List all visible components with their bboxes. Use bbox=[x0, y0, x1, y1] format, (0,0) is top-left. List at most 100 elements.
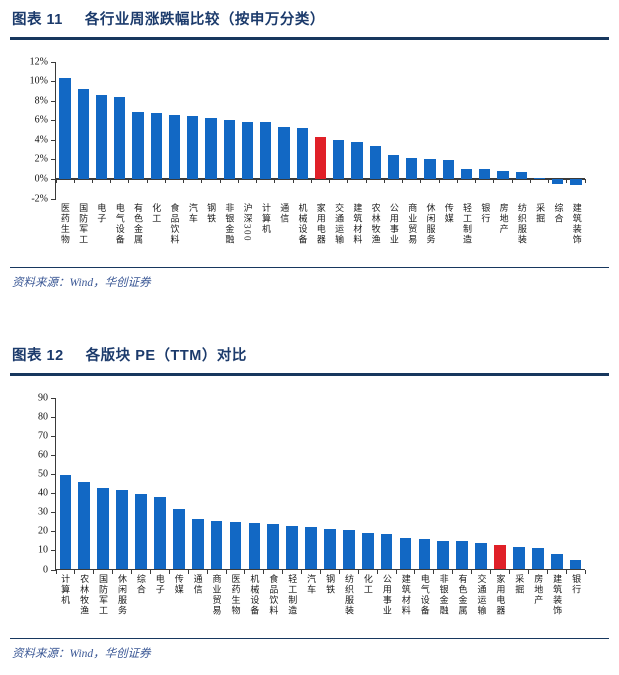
y-tick-mark bbox=[51, 550, 56, 552]
x-category-label: 休闲服务 bbox=[425, 202, 436, 245]
x-label-slot: 采掘 bbox=[530, 203, 548, 259]
x-tick-mark bbox=[55, 178, 57, 183]
x-tick-mark bbox=[146, 178, 148, 183]
x-category-label: 电子 bbox=[154, 573, 165, 595]
x-tick-mark bbox=[73, 178, 75, 183]
x-label-slot: 传媒 bbox=[439, 203, 457, 259]
x-category-label: 建筑材料 bbox=[400, 573, 411, 616]
report-page: 图表 11 各行业周涨跌幅比较（按申万分类） 12% 10% 8% 6% 4% 2% 0% -… bbox=[10, 12, 609, 660]
x-tick-mark bbox=[244, 569, 246, 574]
x-label-slot: 钢铁 bbox=[201, 203, 219, 259]
bar-化工 bbox=[150, 113, 162, 179]
y-tick-label: 30 bbox=[38, 506, 48, 518]
x-tick-mark bbox=[414, 569, 416, 574]
x-label-slot: 农林牧渔 bbox=[74, 574, 93, 630]
x-category-label: 医药生物 bbox=[59, 202, 70, 245]
x-label-slot: 交通运输 bbox=[329, 203, 347, 259]
bar-建筑装饰 bbox=[570, 178, 582, 186]
x-label-slot: 轻工制造 bbox=[457, 203, 475, 259]
bar-通信 bbox=[191, 519, 204, 570]
x-category-label: 家用电器 bbox=[315, 202, 326, 245]
y-tick-mark bbox=[51, 473, 56, 475]
y-tick-label: 0 bbox=[43, 564, 48, 575]
x-axis-labels: 医药生物 国防军工 电子 电气设备 有色金属 化工 食品饮料 汽车 钢铁 非银金融 沪深300 计算机… bbox=[55, 203, 585, 259]
bar-商业贸易 bbox=[406, 158, 418, 179]
bar-非银金融 bbox=[437, 540, 450, 570]
bar-家用电器 bbox=[494, 545, 506, 570]
title-rule bbox=[10, 373, 609, 376]
chart-pe-ttm: 90 80 70 60 50 40 30 20 10 0 bbox=[10, 392, 609, 575]
x-category-label: 食品饮料 bbox=[268, 573, 279, 616]
x-label-slot: 食品饮料 bbox=[165, 203, 183, 259]
x-category-label: 商业贸易 bbox=[407, 202, 418, 245]
y-tick-mark bbox=[51, 120, 56, 122]
bar-轻工制造 bbox=[460, 169, 473, 179]
x-category-label: 纺织服装 bbox=[516, 202, 527, 245]
x-label-slot: 非银金融 bbox=[220, 203, 238, 259]
y-tick-label: 20 bbox=[38, 525, 48, 537]
x-tick-mark bbox=[112, 569, 114, 574]
x-tick-mark bbox=[420, 178, 422, 183]
x-category-label: 综合 bbox=[135, 573, 146, 595]
x-category-label: 农林牧渔 bbox=[79, 573, 90, 616]
bar-电气设备 bbox=[418, 539, 431, 570]
bar-农林牧渔 bbox=[78, 481, 91, 570]
x-tick-mark bbox=[263, 569, 265, 574]
x-category-label: 国防军工 bbox=[78, 202, 89, 245]
x-tick-mark bbox=[55, 569, 57, 574]
bar-电气设备 bbox=[114, 96, 126, 179]
x-category-label: 建筑装饰 bbox=[552, 573, 563, 616]
source-line: 资料来源：Wind，华创证券 bbox=[12, 277, 151, 289]
x-tick-mark bbox=[433, 569, 435, 574]
figure-12-label: 图表 12 bbox=[12, 348, 64, 364]
x-tick-mark bbox=[219, 178, 221, 183]
x-category-label: 采掘 bbox=[535, 202, 546, 224]
x-category-label: 银行 bbox=[480, 202, 491, 224]
x-category-label: 交通运输 bbox=[476, 573, 487, 616]
x-category-label: 休闲服务 bbox=[116, 573, 127, 616]
x-category-label: 钢铁 bbox=[206, 202, 217, 224]
y-tick-mark bbox=[51, 159, 56, 161]
y-tick-label: 4% bbox=[34, 134, 48, 146]
bar-钢铁 bbox=[205, 118, 217, 179]
x-label-slot: 汽车 bbox=[183, 203, 201, 259]
bar-纺织服装 bbox=[515, 172, 527, 179]
x-tick-mark bbox=[320, 569, 321, 574]
x-label-slot: 建筑材料 bbox=[396, 574, 415, 630]
x-tick-mark bbox=[93, 569, 95, 574]
bar-机械设备 bbox=[296, 128, 308, 179]
x-category-label: 有色金属 bbox=[457, 573, 468, 616]
x-tick-mark bbox=[74, 569, 76, 574]
bar-房地产 bbox=[497, 171, 509, 179]
x-label-slot: 采掘 bbox=[509, 574, 528, 630]
x-label-slot: 沪深300 bbox=[238, 203, 256, 259]
x-label-slot: 电气设备 bbox=[415, 574, 434, 630]
x-label-slot: 轻工制造 bbox=[282, 574, 301, 630]
x-label-slot: 国防军工 bbox=[73, 203, 91, 259]
x-label-slot: 电子 bbox=[92, 203, 110, 259]
bar-建筑装饰 bbox=[550, 553, 563, 570]
x-tick-mark bbox=[237, 178, 239, 183]
plot-area bbox=[51, 61, 586, 200]
bar-家用电器 bbox=[314, 136, 327, 179]
y-tick-label: 50 bbox=[38, 468, 48, 480]
title-rule bbox=[10, 37, 609, 40]
x-category-label: 房地产 bbox=[533, 573, 544, 606]
x-tick-mark bbox=[110, 178, 112, 183]
x-tick-mark bbox=[584, 569, 586, 574]
y-tick-label: 90 bbox=[38, 392, 48, 403]
x-label-slot: 建筑装饰 bbox=[547, 574, 566, 630]
bar-建筑材料 bbox=[399, 537, 412, 570]
x-category-label: 非银金融 bbox=[224, 202, 235, 245]
x-label-slot: 公用事业 bbox=[384, 203, 402, 259]
x-tick-mark bbox=[584, 178, 586, 183]
x-label-slot: 化工 bbox=[358, 574, 377, 630]
x-tick-mark bbox=[565, 569, 567, 574]
x-label-slot: 钢铁 bbox=[320, 574, 339, 630]
x-label-slot: 有色金属 bbox=[128, 203, 146, 259]
x-category-label: 钢铁 bbox=[325, 573, 336, 595]
bar-沪深300 bbox=[241, 122, 254, 179]
x-axis-line bbox=[56, 178, 585, 180]
bar-休闲服务 bbox=[116, 490, 128, 570]
x-category-label: 国防军工 bbox=[98, 573, 109, 616]
